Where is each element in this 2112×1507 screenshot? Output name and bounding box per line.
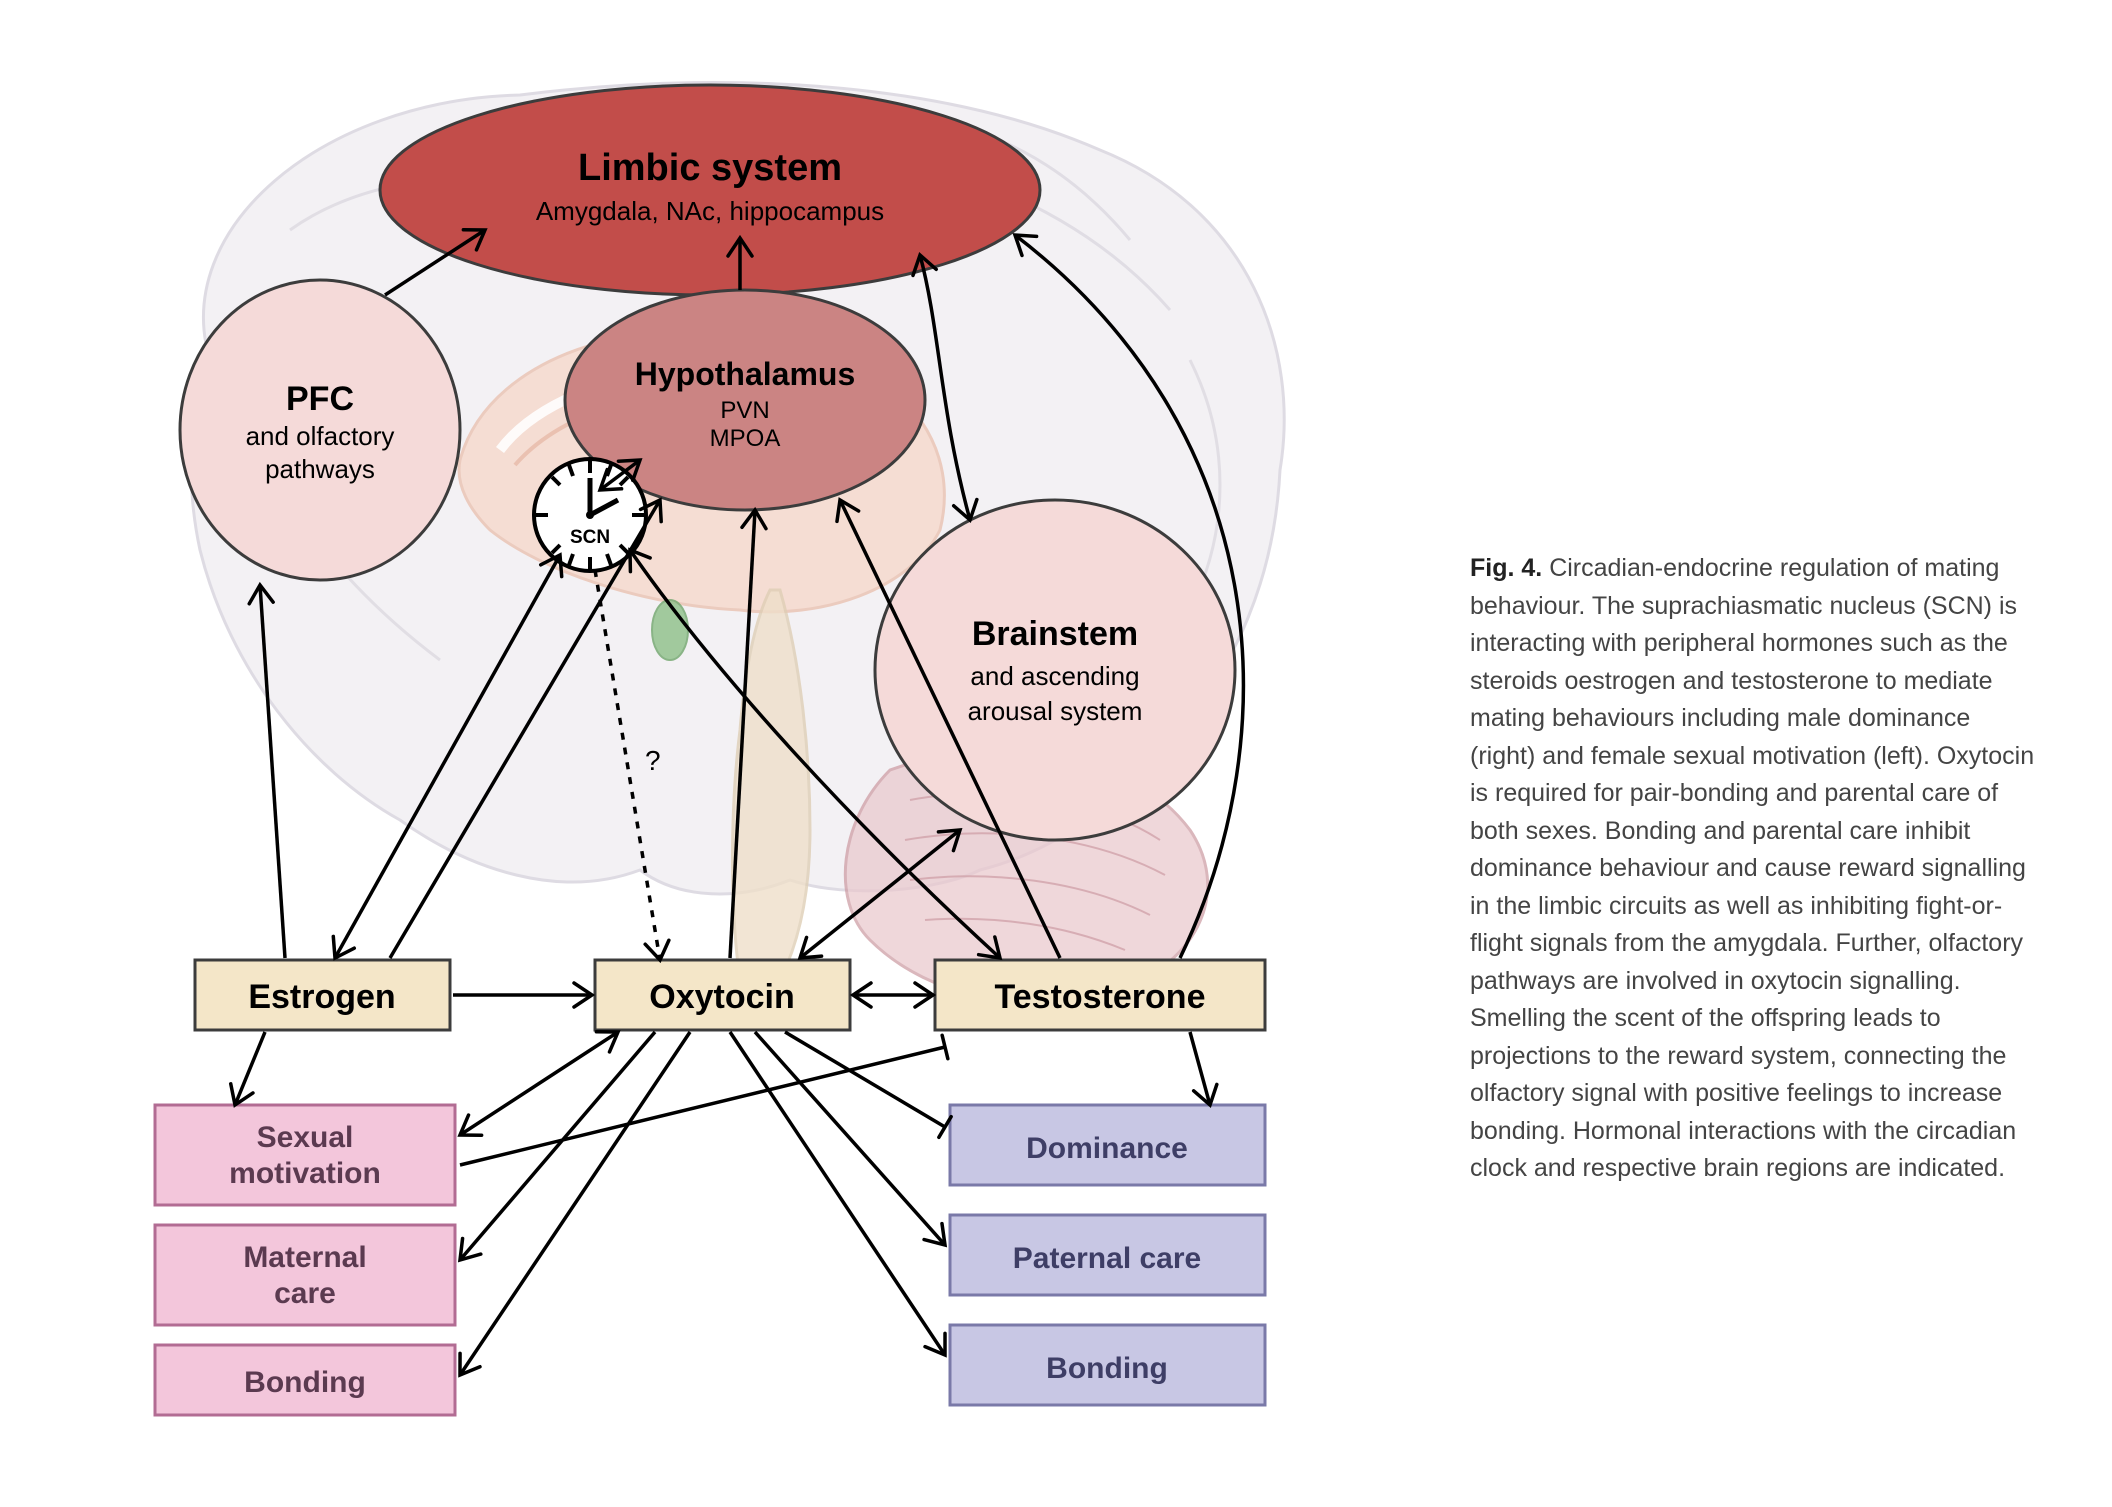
oxytocin-box: Oxytocin (595, 960, 850, 1030)
edge-oxytocin-sexual_motivation (460, 1032, 618, 1135)
diagram-container: Limbic system Amygdala, NAc, hippocampus… (40, 30, 1400, 1470)
caption-text: Circadian-endocrine regulation of mating… (1470, 554, 2034, 1182)
sexual-motivation-line1: Sexual (257, 1121, 354, 1154)
testosterone-box: Testosterone (935, 960, 1265, 1030)
paternal-care-line1: Paternal care (1013, 1242, 1201, 1275)
limbic-ellipse (380, 85, 1040, 295)
testosterone-label: Testosterone (995, 978, 1206, 1016)
estrogen-label: Estrogen (248, 978, 395, 1016)
maternal-care-box: Maternal care (155, 1225, 455, 1325)
limbic-system-node: Limbic system Amygdala, NAc, hippocampus (380, 85, 1040, 295)
bonding-left-line1: Bonding (244, 1366, 366, 1399)
maternal-care-line2: care (274, 1277, 336, 1310)
scn-label: SCN (570, 527, 610, 548)
maternal-care-line1: Maternal (243, 1241, 366, 1274)
hypo-sub2: MPOA (710, 425, 781, 452)
dominance-line1: Dominance (1026, 1132, 1188, 1165)
edge-oxytocin-maternal_care (460, 1032, 655, 1260)
sexual-motivation-box: Sexual motivation (155, 1105, 455, 1205)
limbic-sub: Amygdala, NAc, hippocampus (536, 196, 884, 226)
pfc-title: PFC (286, 380, 354, 418)
brainstem-title: Brainstem (972, 615, 1138, 653)
figure-caption: Fig. 4. Circadian-endocrine regulation o… (1470, 550, 2040, 1188)
dominance-box: Dominance (950, 1105, 1265, 1185)
bonding-right-box: Bonding (950, 1325, 1265, 1405)
bonding-right-line1: Bonding (1046, 1352, 1168, 1385)
brainstem-sub1: and ascending (970, 661, 1139, 691)
pfc-sub1: and olfactory (246, 421, 395, 451)
question-mark: ? (645, 745, 661, 776)
sexual-motivation-line2: motivation (229, 1157, 381, 1190)
paternal-care-box: Paternal care (950, 1215, 1265, 1295)
brainstem-node: Brainstem and ascending arousal system (875, 500, 1235, 840)
pfc-node: PFC and olfactory pathways (180, 280, 460, 580)
limbic-title: Limbic system (578, 147, 842, 189)
figure-label: Fig. 4. (1470, 554, 1542, 582)
edge-sexual_motivation-testosterone (460, 1047, 945, 1165)
diagram-svg: Limbic system Amygdala, NAc, hippocampus… (40, 30, 1400, 1470)
hypo-title: Hypothalamus (635, 356, 855, 392)
pfc-sub2: pathways (265, 454, 375, 484)
hypo-sub1: PVN (720, 397, 769, 424)
edge-oxytocin-bonding_left (460, 1032, 690, 1375)
oxytocin-label: Oxytocin (649, 978, 794, 1016)
edge-oxytocin-bonding_right (730, 1032, 945, 1355)
estrogen-box: Estrogen (195, 960, 450, 1030)
bonding-left-box: Bonding (155, 1345, 455, 1415)
brainstem-sub2: arousal system (968, 696, 1143, 726)
